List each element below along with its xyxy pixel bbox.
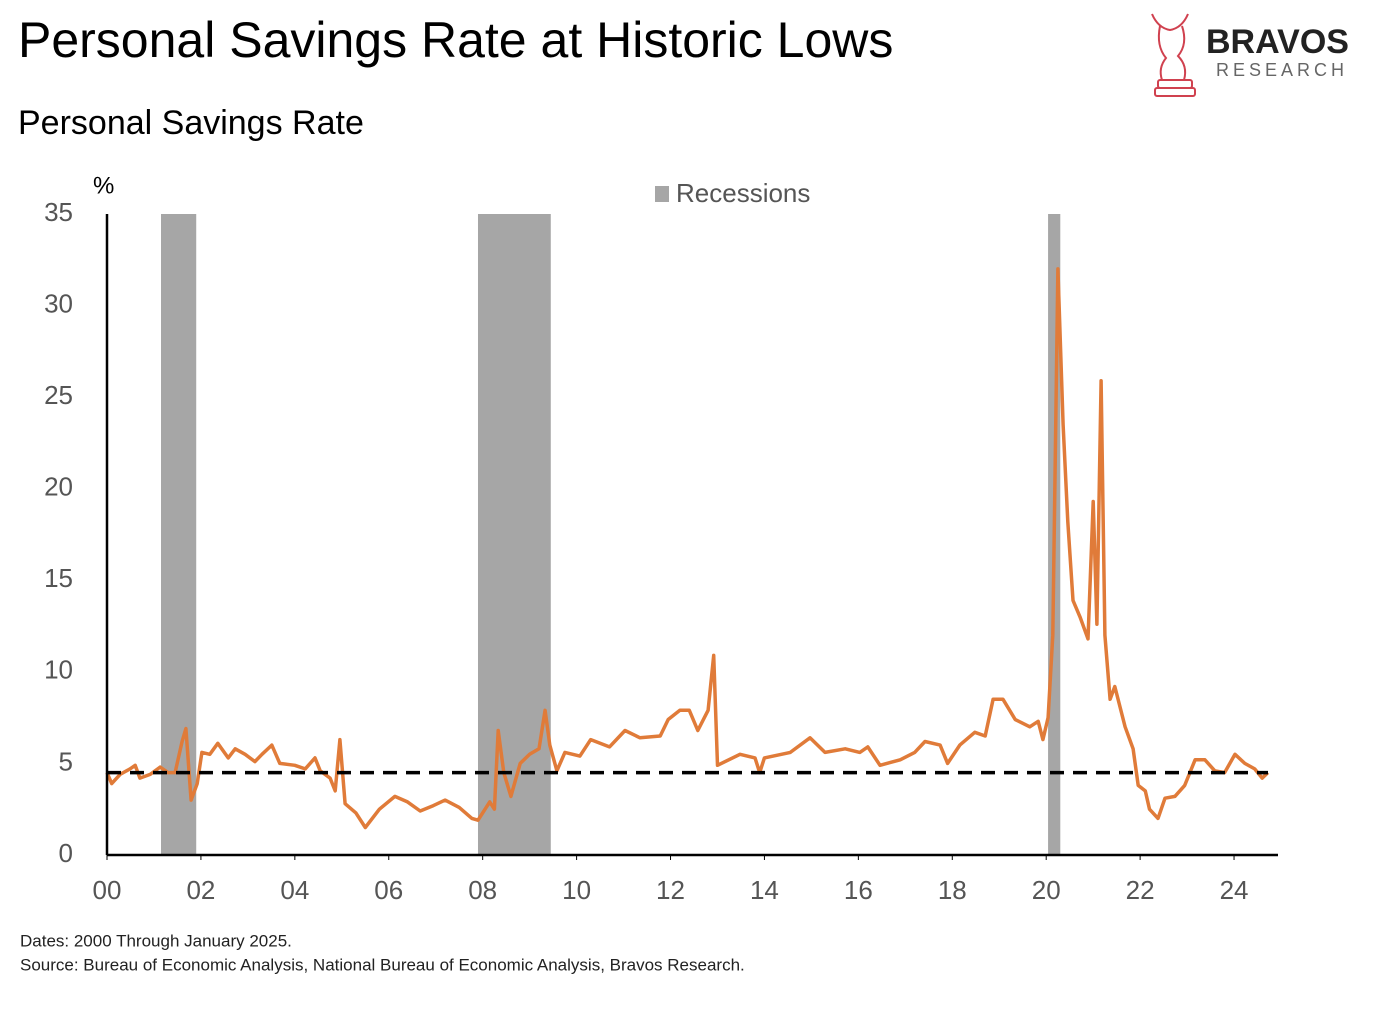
y-tick-label: 0 — [59, 838, 73, 868]
x-tick-label: 08 — [468, 875, 497, 905]
x-tick-label: 02 — [186, 875, 215, 905]
x-tick-label: 14 — [750, 875, 779, 905]
x-tick-label: 10 — [562, 875, 591, 905]
brand-tagline: RESEARCH — [1216, 60, 1348, 80]
x-tick-label: 20 — [1032, 875, 1061, 905]
chart-title: Personal Savings Rate at Historic Lows — [18, 12, 893, 68]
legend-swatch — [655, 186, 669, 202]
x-tick-label: 22 — [1126, 875, 1155, 905]
x-tick-label: 16 — [844, 875, 873, 905]
x-tick-label: 00 — [93, 875, 122, 905]
x-tick-label: 06 — [374, 875, 403, 905]
y-tick-label: 15 — [44, 563, 73, 593]
recession-band — [477, 214, 551, 855]
x-tick-label: 04 — [280, 875, 309, 905]
note: Source: Bureau of Economic Analysis, Nat… — [20, 955, 745, 974]
chart-subtitle: Personal Savings Rate — [18, 104, 364, 142]
y-tick-label: 20 — [44, 472, 73, 502]
y-tick-label: 5 — [59, 746, 73, 776]
note: Dates: 2000 Through January 2025. — [20, 931, 292, 950]
y-tick-label: 30 — [44, 288, 73, 318]
recession-band — [161, 214, 197, 855]
y-tick-label: 10 — [44, 655, 73, 685]
logo-icon — [1151, 13, 1196, 97]
y-tick-label: 35 — [44, 197, 73, 227]
x-tick-label: 24 — [1220, 875, 1249, 905]
y-tick-label: 25 — [44, 380, 73, 410]
x-tick-label: 12 — [656, 875, 685, 905]
series-line — [105, 267, 1270, 830]
brand-name: BRAVOS — [1206, 23, 1349, 61]
x-tick-label: 18 — [938, 875, 967, 905]
legend-label: Recessions — [676, 178, 810, 208]
y-unit: % — [93, 172, 114, 199]
